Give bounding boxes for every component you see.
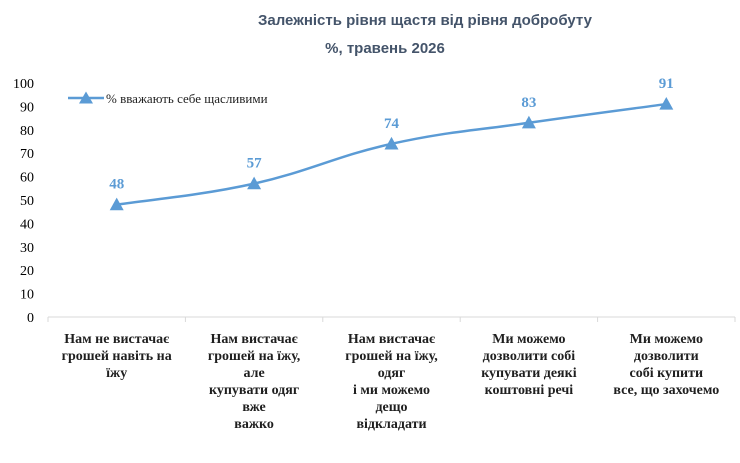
data-point-marker	[247, 176, 262, 190]
x-tick-label-line: але	[243, 366, 264, 381]
legend-label: % вважають себе щасливими	[106, 91, 268, 106]
x-tick-label-line: купувати одяг	[209, 383, 299, 398]
data-label: 48	[109, 177, 124, 193]
legend-marker-icon	[79, 91, 93, 104]
data-point-marker	[521, 115, 536, 129]
y-tick-label: 40	[20, 217, 34, 232]
chart-subtitle: %, травень 2026	[325, 40, 445, 57]
data-labels: 48 57 74 83 91	[109, 76, 674, 193]
x-tick-label-line: дозволити собі	[483, 349, 576, 364]
data-label: 83	[521, 95, 536, 111]
x-tick-label: Нам вистачає грошей на їжу, одяг і ми можем…	[345, 332, 437, 432]
series-markers	[109, 97, 674, 211]
data-label: 91	[659, 76, 674, 92]
x-tick-label-line: і ми можемо	[353, 383, 430, 398]
x-tick-label-line: грошей навіть на	[62, 349, 172, 364]
data-label: 57	[247, 156, 263, 172]
x-tick-label: Ми можемо дозволити собі купити все, що зах…	[613, 332, 719, 398]
y-tick-label: 30	[20, 241, 34, 256]
x-tick-label-line: собі купити	[630, 366, 704, 381]
y-tick-label: 60	[20, 171, 34, 186]
x-tick-label-line: їжу	[106, 366, 127, 381]
data-point-marker	[659, 97, 674, 110]
x-tick-label-line: одяг	[378, 366, 406, 381]
y-tick-label: 80	[20, 124, 34, 139]
x-tick-label-line: купувати деякі	[481, 366, 577, 381]
x-tick-label-line: Нам вистачає	[348, 332, 435, 347]
data-label: 74	[384, 116, 400, 132]
x-tick-label: Нам вистачає грошей на їжу, але купувати од…	[208, 332, 300, 432]
y-tick-label: 10	[20, 288, 34, 303]
x-tick-label-line: грошей на їжу,	[345, 349, 437, 364]
x-tick-label-line: дещо	[375, 400, 407, 415]
data-point-marker	[384, 136, 399, 150]
x-tick-label-line: Нам не вистачає	[64, 332, 169, 347]
y-tick-label: 70	[20, 147, 34, 162]
y-tick-label: 100	[13, 77, 34, 92]
y-tick-label: 0	[27, 311, 34, 326]
x-tick-label-line: Нам вистачає	[210, 332, 297, 347]
chart-title: Залежність рівня щастя від рівня добробу…	[258, 12, 593, 29]
x-tick-label-line: Ми можемо	[492, 332, 565, 347]
legend: % вважають себе щасливими	[68, 91, 268, 106]
x-tick-label-line: вже	[242, 400, 265, 415]
x-tick-label-line: Ми можемо	[630, 332, 703, 347]
data-point-marker	[109, 197, 124, 211]
x-tick-label-line: коштовні речі	[485, 383, 574, 398]
x-tick-label-line: важко	[234, 417, 274, 432]
y-tick-label: 50	[20, 194, 34, 209]
x-tick-label: Ми можемо дозволити собі купувати деякі кош…	[481, 332, 577, 398]
x-tick-label: Нам не вистачає грошей навіть на їжу	[62, 332, 172, 381]
x-tick-label-line: грошей на їжу,	[208, 349, 300, 364]
x-tick-label-line: відкладати	[356, 417, 426, 432]
y-tick-label: 90	[20, 100, 34, 115]
x-tick-label-line: все, що захочемо	[613, 383, 719, 398]
y-axis: 0 10 20 30 40 50 60 70 80 90 100	[13, 77, 34, 326]
x-tick-label-line: дозволити	[634, 349, 699, 364]
x-axis: Нам не вистачає грошей навіть на їжу Нам ви…	[47, 317, 736, 432]
y-tick-label: 20	[20, 264, 34, 279]
